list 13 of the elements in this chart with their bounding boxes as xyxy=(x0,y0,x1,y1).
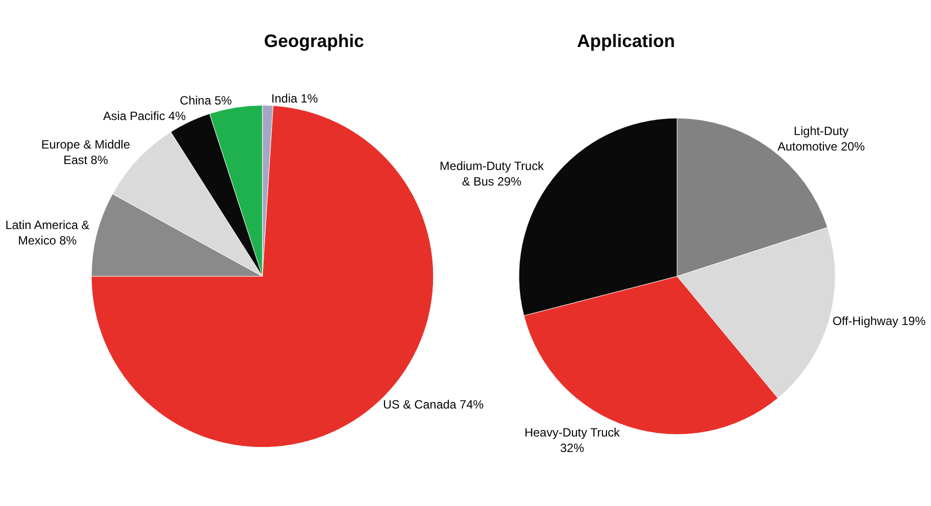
data-label: 32% xyxy=(560,440,584,455)
slice-label: Off-Highway 19% xyxy=(832,314,926,328)
slice-label: Latin America & Mexico 8% xyxy=(5,218,90,248)
chart-title: Geographic xyxy=(264,31,364,51)
slice-label: Europe & Middle East 8% xyxy=(41,138,130,168)
slice-label: India 1% xyxy=(271,91,318,106)
chart-title: Application xyxy=(577,31,675,51)
slice-label: Light-Duty Automotive 20% xyxy=(777,124,866,154)
slice-label: China 5% xyxy=(180,94,232,108)
slice-label: US & Canada 74% xyxy=(382,398,484,412)
slice-label: Medium-Duty Truck & Bus 29% xyxy=(440,158,545,189)
slice-label: Heavy-Duty Truck xyxy=(524,425,621,440)
slice-label: Asia Pacific 4% xyxy=(103,108,186,123)
